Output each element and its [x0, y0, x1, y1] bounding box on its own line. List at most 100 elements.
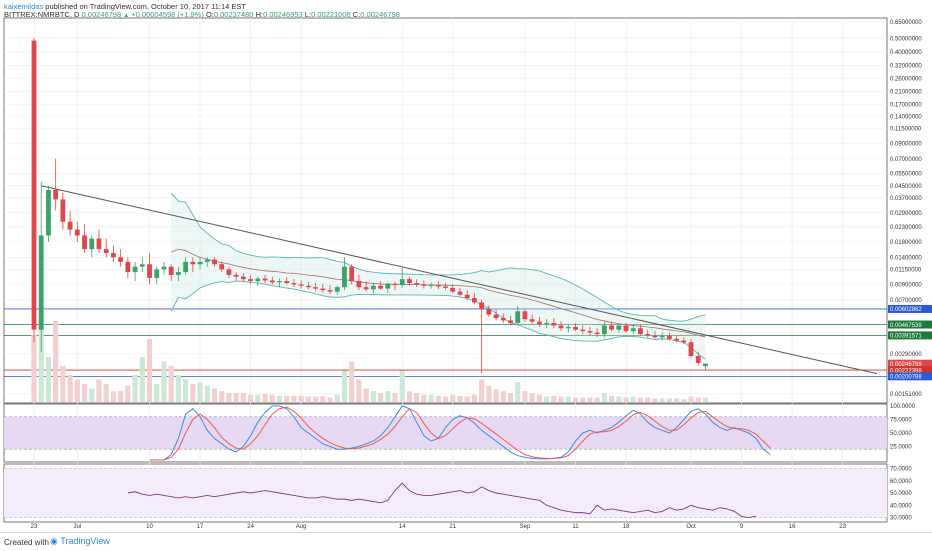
- low-value: 0.00221006: [311, 10, 351, 19]
- candle-body: [674, 338, 679, 341]
- volume-bar: [38, 316, 44, 402]
- candle-body: [305, 285, 311, 288]
- candle-body: [587, 331, 593, 333]
- volume-bar: [45, 357, 52, 402]
- price-tag: [888, 331, 932, 340]
- candle-body: [414, 283, 420, 285]
- volume-bar: [421, 394, 427, 402]
- volume-bar: [601, 393, 607, 402]
- up-arrow-icon: ▲: [123, 13, 130, 19]
- tradingview-logo[interactable]: ◉ TradingView: [50, 536, 110, 546]
- stoch-tick-label: 25.0000: [890, 445, 912, 451]
- bollinger-band-fill: [171, 193, 706, 360]
- volume-bar: [197, 382, 203, 402]
- candle-body: [573, 326, 578, 330]
- candle-body: [132, 266, 138, 273]
- volume-bar: [146, 339, 153, 402]
- volume-bar: [349, 361, 355, 402]
- volume-bar: [377, 393, 384, 402]
- candle-body: [558, 325, 564, 329]
- candle-body: [125, 261, 131, 273]
- stoch-tick-label: 50.0000: [890, 431, 912, 437]
- candle-body: [529, 319, 535, 322]
- volume-bar: [132, 375, 138, 402]
- volume-bar: [500, 391, 506, 402]
- candle-body: [291, 283, 297, 285]
- candle-body: [652, 335, 658, 338]
- candle-body: [681, 340, 687, 343]
- candle-body: [313, 287, 318, 289]
- candle-body: [103, 249, 109, 254]
- volume-bar: [233, 393, 239, 402]
- volume-bar: [175, 375, 181, 402]
- candle-body: [450, 287, 456, 292]
- price-tick-label: 0.05500000: [890, 172, 922, 178]
- price-tag-label: 0.00222398: [890, 368, 922, 374]
- candle-body: [233, 274, 239, 277]
- volume-bar: [702, 397, 709, 402]
- price-tag-label: 0.00391571: [890, 334, 922, 340]
- candle-body: [565, 326, 571, 329]
- price-tick-label: 0.07000000: [890, 157, 922, 163]
- x-tick-label: 17: [197, 524, 204, 530]
- candle-body: [190, 261, 196, 265]
- x-tick-label: 24: [247, 524, 254, 530]
- candle-body: [493, 314, 499, 319]
- candle-body: [53, 189, 59, 200]
- x-tick-label: 11: [572, 524, 579, 530]
- candle-body: [616, 325, 622, 330]
- candle-body: [46, 189, 51, 236]
- volume-bar: [183, 379, 189, 402]
- published-text: published on TradingView.com, October 10…: [45, 2, 246, 11]
- volume-bar: [645, 397, 651, 402]
- volume-bar: [666, 398, 672, 402]
- x-tick-label: 9: [740, 524, 744, 530]
- candle-body: [392, 283, 398, 286]
- candle-body: [623, 325, 629, 332]
- author-link[interactable]: kaixemildas: [4, 2, 44, 11]
- rsi-line: [127, 482, 757, 519]
- candle-body: [226, 269, 232, 275]
- publish-info: kaixemildas published on TradingView.com…: [4, 2, 246, 11]
- volume-bar: [479, 379, 485, 402]
- price-tick-label: 0.09000000: [890, 141, 922, 147]
- x-tick-label: Sep: [520, 524, 531, 530]
- volume-bar: [161, 361, 167, 402]
- volume-bar: [89, 388, 95, 402]
- volume-bar: [240, 393, 246, 402]
- candle-body: [630, 328, 636, 332]
- volume-bar: [630, 396, 636, 402]
- price-tick-label: 0.21000000: [890, 89, 922, 95]
- candle-body: [457, 291, 463, 295]
- volume-bar: [320, 396, 326, 402]
- volume-bar: [334, 394, 340, 402]
- candle-body: [508, 320, 513, 323]
- candle-body: [580, 329, 586, 332]
- x-tick-label: 21: [449, 524, 456, 530]
- chart-canvas[interactable]: 23 Jul 10 17 24 Aug 14 21 Sep 11 18 Oct 9 16 23 0.65000…: [0, 0, 932, 532]
- volume-bar: [464, 396, 470, 402]
- volume-bar: [284, 395, 290, 402]
- volume-bar: [493, 389, 499, 402]
- price-tag: [888, 359, 932, 368]
- price-change: +0.00004598 (+1.9%): [131, 10, 204, 19]
- rsi-tick-label: 30.0000: [890, 516, 912, 522]
- volume-bar: [370, 391, 376, 402]
- price-tick-label: 0.02900000: [890, 211, 922, 217]
- candle-body: [609, 325, 614, 330]
- price-tick-label: 0.03700000: [890, 196, 922, 202]
- x-tick-label: Oct: [686, 524, 696, 530]
- candle-body: [385, 283, 391, 289]
- candle-body: [666, 335, 672, 339]
- rsi-tick-label: 60.0000: [890, 479, 912, 485]
- trendline: [41, 185, 878, 375]
- volume-bar: [168, 366, 174, 402]
- candle-body: [428, 285, 434, 287]
- volume-bar: [652, 398, 658, 402]
- volume-bar: [67, 375, 73, 402]
- volume-bar: [558, 396, 564, 402]
- candle-body: [139, 264, 145, 267]
- candle-body: [118, 257, 124, 262]
- volume-bar: [190, 384, 196, 402]
- created-with-text: Created with: [4, 538, 49, 547]
